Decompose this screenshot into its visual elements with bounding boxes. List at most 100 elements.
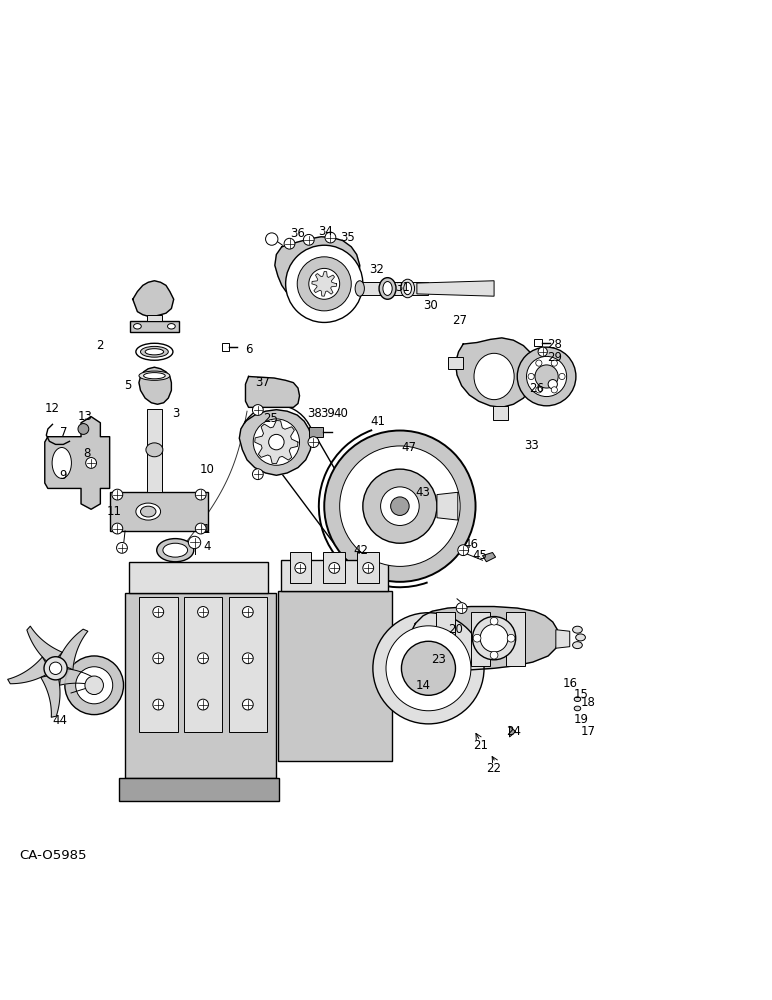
- Polygon shape: [129, 562, 268, 593]
- Ellipse shape: [141, 346, 168, 357]
- Text: 3: 3: [172, 407, 180, 420]
- Text: 11: 11: [107, 505, 122, 518]
- Polygon shape: [139, 367, 171, 404]
- Ellipse shape: [136, 503, 161, 520]
- Circle shape: [85, 676, 103, 695]
- Circle shape: [391, 497, 409, 515]
- Circle shape: [195, 523, 206, 534]
- Ellipse shape: [574, 706, 581, 711]
- Text: 16: 16: [562, 677, 577, 690]
- Circle shape: [401, 641, 455, 695]
- Text: 30: 30: [423, 299, 438, 312]
- Polygon shape: [278, 591, 392, 761]
- Circle shape: [153, 653, 164, 664]
- Circle shape: [242, 653, 253, 664]
- Ellipse shape: [573, 642, 582, 649]
- Polygon shape: [436, 612, 455, 666]
- Polygon shape: [139, 596, 178, 732]
- Circle shape: [551, 387, 557, 393]
- Circle shape: [536, 387, 542, 393]
- Text: 8: 8: [83, 447, 90, 460]
- Ellipse shape: [145, 349, 164, 355]
- Ellipse shape: [383, 282, 392, 295]
- Text: 37: 37: [255, 376, 270, 389]
- Polygon shape: [41, 674, 60, 717]
- Ellipse shape: [163, 543, 188, 557]
- Circle shape: [44, 657, 67, 680]
- Circle shape: [324, 431, 476, 582]
- Polygon shape: [556, 630, 570, 648]
- Circle shape: [295, 563, 306, 573]
- Text: 26: 26: [529, 382, 544, 395]
- Polygon shape: [281, 560, 388, 591]
- Circle shape: [527, 356, 567, 397]
- Ellipse shape: [253, 419, 300, 465]
- Circle shape: [117, 542, 127, 553]
- Text: 10: 10: [199, 463, 215, 476]
- Polygon shape: [27, 626, 63, 665]
- Text: 6: 6: [245, 343, 253, 356]
- Text: 42: 42: [354, 544, 369, 557]
- Polygon shape: [57, 629, 88, 670]
- Ellipse shape: [574, 697, 581, 701]
- Circle shape: [490, 651, 498, 659]
- Text: 40: 40: [334, 407, 349, 420]
- Text: 28: 28: [547, 338, 562, 351]
- Circle shape: [198, 607, 208, 617]
- Text: 4: 4: [203, 540, 211, 553]
- Ellipse shape: [379, 278, 396, 299]
- Circle shape: [340, 446, 460, 566]
- Circle shape: [198, 699, 208, 710]
- Circle shape: [473, 634, 481, 642]
- Circle shape: [381, 487, 419, 525]
- Ellipse shape: [134, 324, 141, 329]
- Text: 19: 19: [574, 713, 589, 726]
- Circle shape: [153, 699, 164, 710]
- Circle shape: [49, 662, 62, 674]
- Text: 43: 43: [415, 486, 431, 499]
- Circle shape: [548, 380, 557, 389]
- Polygon shape: [245, 376, 300, 407]
- Circle shape: [297, 257, 351, 311]
- Text: 35: 35: [340, 231, 355, 244]
- Circle shape: [188, 536, 201, 549]
- Polygon shape: [411, 607, 559, 670]
- Text: 9: 9: [59, 469, 67, 482]
- Text: 38: 38: [307, 407, 323, 420]
- Ellipse shape: [136, 343, 173, 360]
- Text: 44: 44: [52, 714, 68, 727]
- Circle shape: [329, 563, 340, 573]
- Ellipse shape: [573, 626, 582, 633]
- Circle shape: [528, 373, 534, 380]
- Circle shape: [373, 613, 484, 724]
- Polygon shape: [8, 657, 51, 684]
- Polygon shape: [493, 406, 508, 420]
- Circle shape: [490, 617, 498, 625]
- Circle shape: [386, 626, 471, 711]
- Circle shape: [153, 607, 164, 617]
- Circle shape: [78, 424, 89, 434]
- Text: 17: 17: [581, 725, 596, 738]
- Circle shape: [363, 469, 437, 543]
- Polygon shape: [417, 281, 494, 296]
- Circle shape: [252, 469, 263, 480]
- Polygon shape: [147, 315, 162, 321]
- Ellipse shape: [576, 634, 585, 641]
- Circle shape: [458, 545, 469, 556]
- Circle shape: [363, 563, 374, 573]
- Polygon shape: [130, 321, 179, 332]
- Polygon shape: [290, 552, 311, 583]
- Circle shape: [112, 523, 123, 534]
- Text: 23: 23: [431, 653, 446, 666]
- Circle shape: [76, 667, 113, 704]
- Polygon shape: [229, 596, 267, 732]
- Circle shape: [536, 360, 542, 366]
- Circle shape: [303, 234, 314, 245]
- Circle shape: [65, 656, 124, 715]
- Circle shape: [286, 245, 363, 322]
- Circle shape: [242, 607, 253, 617]
- Circle shape: [472, 617, 516, 660]
- Circle shape: [198, 653, 208, 664]
- Ellipse shape: [157, 539, 194, 562]
- Polygon shape: [323, 552, 345, 583]
